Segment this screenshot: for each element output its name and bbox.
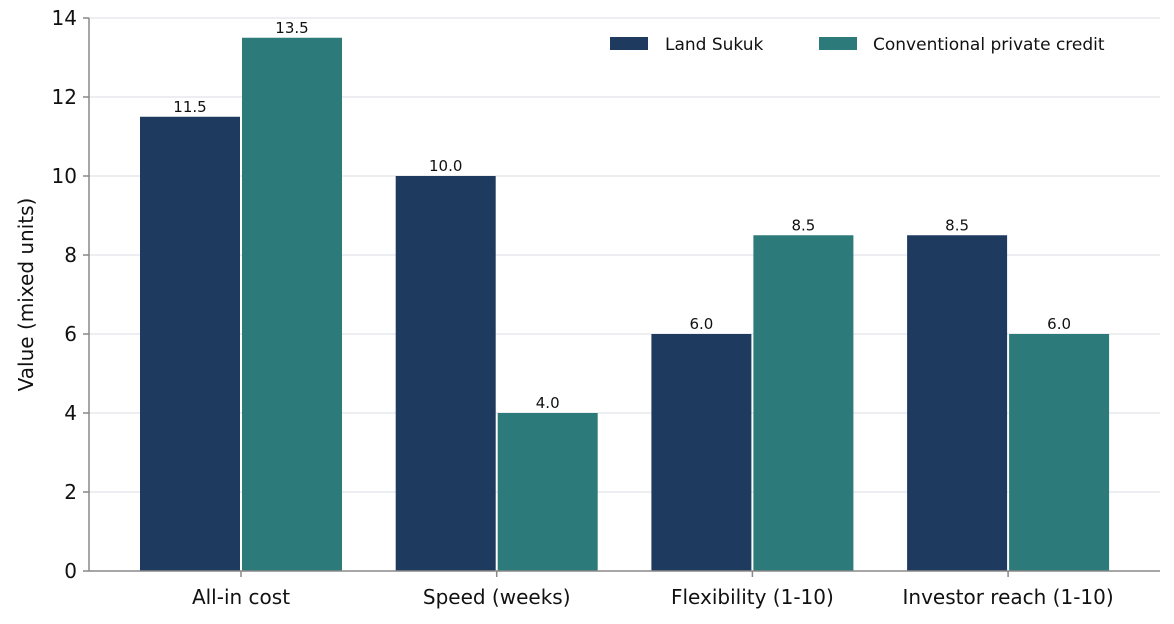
data-labels: 11.5 13.5 10.0 4.0 6.0 8.5 8.5 6.0 [173,19,1071,412]
legend-label-land-sukuk: Land Sukuk [665,35,764,55]
x-tick-label: Investor reach (1-10) [903,585,1114,609]
y-tick-label: 4 [64,401,77,425]
bar-value-label: 6.0 [689,315,713,333]
bar-conventional-private-credit [242,37,342,571]
bar-land-sukuk [907,235,1008,571]
legend-label-conventional-private-credit: Conventional private credit [873,35,1105,55]
legend-swatch-conventional-private-credit [819,37,857,50]
bar-value-label: 6.0 [1047,315,1071,333]
x-tick-label: Flexibility (1-10) [671,585,834,609]
bar-value-label: 11.5 [173,98,206,116]
x-tick-label: All-in cost [192,585,290,609]
y-ticks: 0 2 4 6 8 10 12 14 [52,6,89,583]
bar-land-sukuk [395,176,496,571]
legend-swatch-land-sukuk [610,37,648,50]
bars [140,37,1110,571]
bar-value-label: 8.5 [791,216,815,234]
legend: Land Sukuk Conventional private credit [610,35,1105,55]
bar-value-label: 13.5 [275,19,308,37]
y-axis-label: Value (mixed units) [14,198,38,392]
bar-land-sukuk [651,334,752,571]
bar-value-label: 4.0 [536,394,560,412]
y-tick-label: 2 [64,480,77,504]
axes [88,18,1160,572]
bar-land-sukuk [140,116,240,571]
y-tick-label: 12 [52,85,77,109]
bar-value-label: 10.0 [429,157,462,175]
y-tick-label: 0 [64,559,77,583]
bar-conventional-private-credit [753,235,854,571]
y-tick-label: 10 [52,164,77,188]
y-tick-label: 6 [64,322,77,346]
bar-value-label: 8.5 [945,216,969,234]
x-ticks: All-in cost Speed (weeks) Flexibility (1-1… [192,571,1114,609]
x-tick-label: Speed (weeks) [423,585,571,609]
y-tick-label: 8 [64,243,77,267]
y-tick-label: 14 [52,6,77,30]
bar-conventional-private-credit [1009,334,1110,571]
bar-conventional-private-credit [497,413,598,571]
